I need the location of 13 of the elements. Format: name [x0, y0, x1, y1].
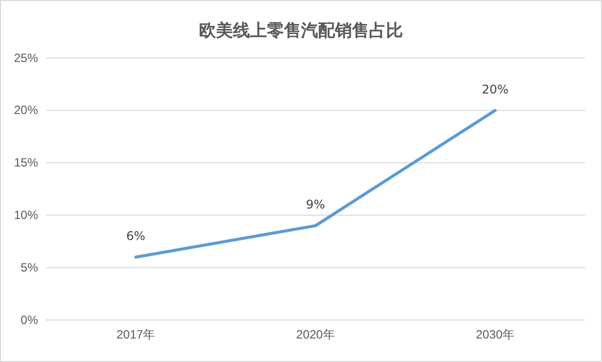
y-tick-label: 20%	[14, 103, 38, 118]
data-label: 6%	[126, 229, 146, 244]
y-tick-label: 25%	[14, 50, 38, 65]
y-tick-label: 10%	[14, 208, 38, 222]
data-label: 9%	[306, 198, 326, 212]
y-tick-label: 0%	[20, 312, 38, 327]
chart-title: 欧美线上零售汽配销售占比	[199, 21, 403, 41]
y-tick-label: 5%	[20, 260, 38, 274]
x-tick-label: 2020年	[296, 328, 335, 342]
y-tick-label: 15%	[14, 156, 38, 170]
x-tick-label: 2017年	[116, 328, 156, 342]
data-label: 20%	[482, 82, 509, 96]
x-tick-label: 2030年	[476, 328, 515, 342]
